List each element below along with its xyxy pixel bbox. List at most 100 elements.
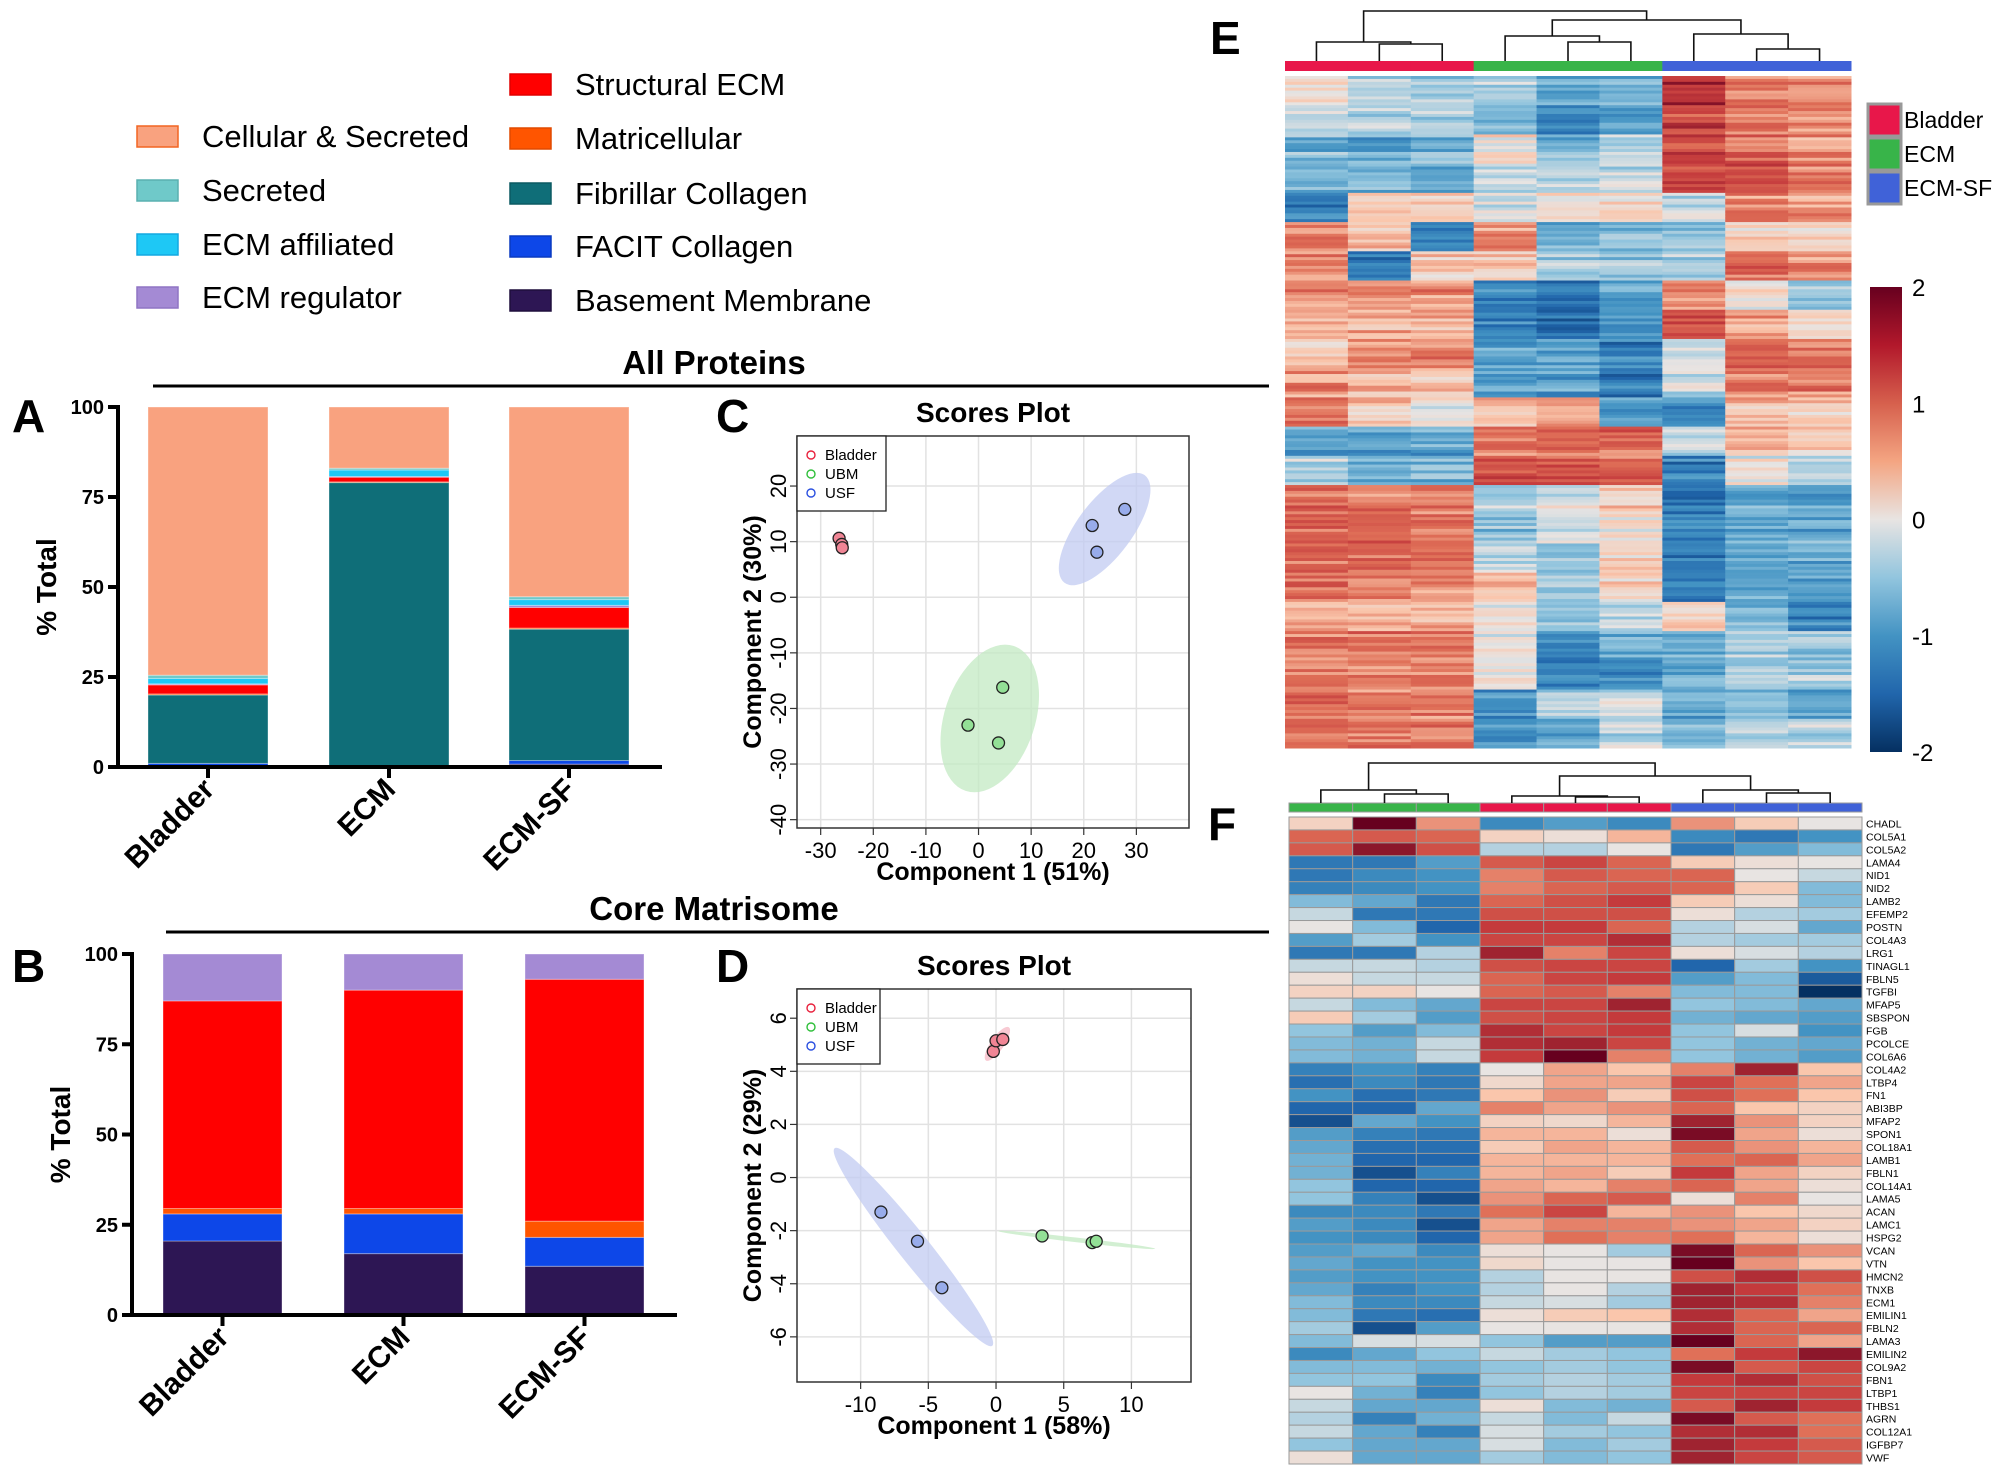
heatmap-cell	[1662, 473, 1726, 477]
bar-segment-ecm-sf-facit-collagen	[524, 1236, 645, 1267]
heatmap-cell-col4a2	[1288, 1062, 1354, 1077]
heatmap-cell	[1410, 525, 1475, 530]
heatmap-cell	[1725, 406, 1789, 410]
heatmap-cell	[1662, 192, 1726, 197]
heatmap-cell-col18a1	[1415, 1140, 1481, 1154]
heatmap-cell	[1599, 306, 1663, 311]
heatmap-cell	[1599, 625, 1663, 629]
heatmap-cell-col9a2	[1415, 1359, 1481, 1374]
heatmap-cell	[1473, 324, 1538, 328]
heatmap-cell	[1788, 476, 1852, 480]
heatmap-cell	[1473, 604, 1538, 609]
heatmap-cell	[1788, 666, 1852, 670]
heatmap-cell	[1536, 368, 1600, 372]
heatmap-cell	[1662, 198, 1726, 203]
heatmap-cell	[1536, 520, 1600, 524]
heatmap-cell	[1662, 479, 1726, 483]
heatmap-cell	[1725, 213, 1789, 217]
heatmap-cell-mfap5	[1352, 997, 1417, 1012]
heatmap-cell	[1473, 315, 1538, 320]
heatmap-cell	[1536, 508, 1600, 512]
heatmap-cell	[1410, 222, 1475, 226]
heatmap-cell	[1725, 739, 1789, 743]
heatmap-cell	[1285, 479, 1349, 483]
heatmap-cell	[1725, 499, 1789, 504]
heatmap-cell	[1599, 558, 1663, 562]
bar-segment-ecm-ecm-regulator	[343, 953, 464, 991]
y-tick-label: -30	[766, 748, 791, 780]
heatmap-cell	[1473, 181, 1538, 185]
heatmap-cell	[1285, 435, 1349, 439]
heatmap-cell-fn1	[1479, 1088, 1545, 1103]
heatmap-cell	[1662, 435, 1726, 439]
heatmap-cell	[1410, 496, 1475, 501]
heatmap-cell	[1725, 225, 1789, 229]
heatmap-cell	[1285, 505, 1349, 509]
heatmap-cell-col4a2	[1352, 1062, 1417, 1077]
heatmap-cell	[1410, 444, 1475, 448]
heatmap-cell-vtn	[1797, 1256, 1863, 1271]
heatmap-cell	[1725, 730, 1789, 734]
heatmap-cell	[1536, 707, 1600, 711]
heatmap-cell	[1725, 210, 1789, 214]
heatmap-cell-tinagl1	[1479, 958, 1545, 973]
data-point-usf	[935, 1281, 949, 1295]
heatmap-cell	[1599, 321, 1663, 325]
heatmap-cell	[1599, 531, 1663, 536]
heatmap-cell	[1347, 397, 1412, 401]
heatmap-cell	[1788, 587, 1852, 591]
heatmap-cell	[1410, 315, 1475, 320]
heatmap-cell	[1347, 561, 1412, 565]
heatmap-cell	[1410, 695, 1475, 699]
heatmap-cell	[1536, 531, 1600, 536]
heatmap-cell	[1599, 505, 1663, 509]
heatmap-cell-lamb1	[1352, 1152, 1417, 1167]
heatmap-cell	[1285, 528, 1349, 533]
heatmap-cell	[1788, 163, 1852, 168]
heatmap-cell-fbln5	[1415, 971, 1481, 986]
row-label-lrg1: LRG1	[1866, 948, 1894, 960]
heatmap-cell	[1536, 598, 1600, 603]
heatmap-cell	[1536, 268, 1600, 273]
heatmap-cell	[1473, 651, 1538, 656]
heatmap-cell	[1599, 96, 1663, 100]
heatmap-cell	[1410, 122, 1475, 127]
y-tick-label: -10	[766, 637, 791, 669]
heatmap-cell	[1662, 616, 1726, 620]
heatmap-cell	[1725, 260, 1789, 264]
heatmap-cell	[1599, 283, 1663, 287]
heatmap-cell	[1788, 464, 1852, 469]
heatmap-cell	[1410, 403, 1475, 407]
heatmap-cell-col5a2	[1479, 842, 1545, 857]
heatmap-cell-lama5	[1352, 1191, 1417, 1206]
heatmap-cell	[1347, 359, 1412, 363]
heatmap-cell	[1285, 210, 1349, 214]
heatmap-cell	[1788, 598, 1852, 603]
heatmap-cell	[1599, 578, 1663, 582]
row-label-lama5: LAMA5	[1866, 1194, 1901, 1206]
heatmap-cell	[1410, 642, 1475, 647]
heatmap-cell	[1347, 230, 1412, 235]
bar-segment-ecm-sf-ecm-affiliated	[508, 599, 630, 606]
heatmap-cell	[1347, 84, 1412, 89]
heatmap-cell-postn	[1288, 920, 1354, 934]
y-tick-label: 0	[93, 757, 104, 779]
heatmap-cell	[1536, 289, 1600, 293]
heatmap-cell	[1788, 108, 1852, 112]
y-tick-label: -20	[766, 693, 791, 725]
heatmap-cell	[1536, 260, 1600, 264]
heatmap-cell	[1599, 490, 1663, 495]
row-label-col12a1: COL12A1	[1866, 1427, 1912, 1439]
heatmap-cell	[1347, 96, 1412, 100]
heatmap-cell-lamb1	[1415, 1152, 1481, 1167]
heatmap-cell	[1473, 198, 1538, 203]
heatmap-cell	[1410, 251, 1475, 255]
heatmap-cell	[1410, 216, 1475, 220]
heatmap-cell	[1788, 511, 1852, 515]
heatmap-cell	[1662, 149, 1726, 153]
heatmap-cell	[1599, 169, 1663, 173]
group-legend-label-ecm-sf: ECM-SF	[1904, 175, 1992, 201]
heatmap-cell	[1725, 461, 1789, 466]
heatmap-cell	[1725, 707, 1789, 711]
heatmap-cell	[1410, 715, 1475, 720]
